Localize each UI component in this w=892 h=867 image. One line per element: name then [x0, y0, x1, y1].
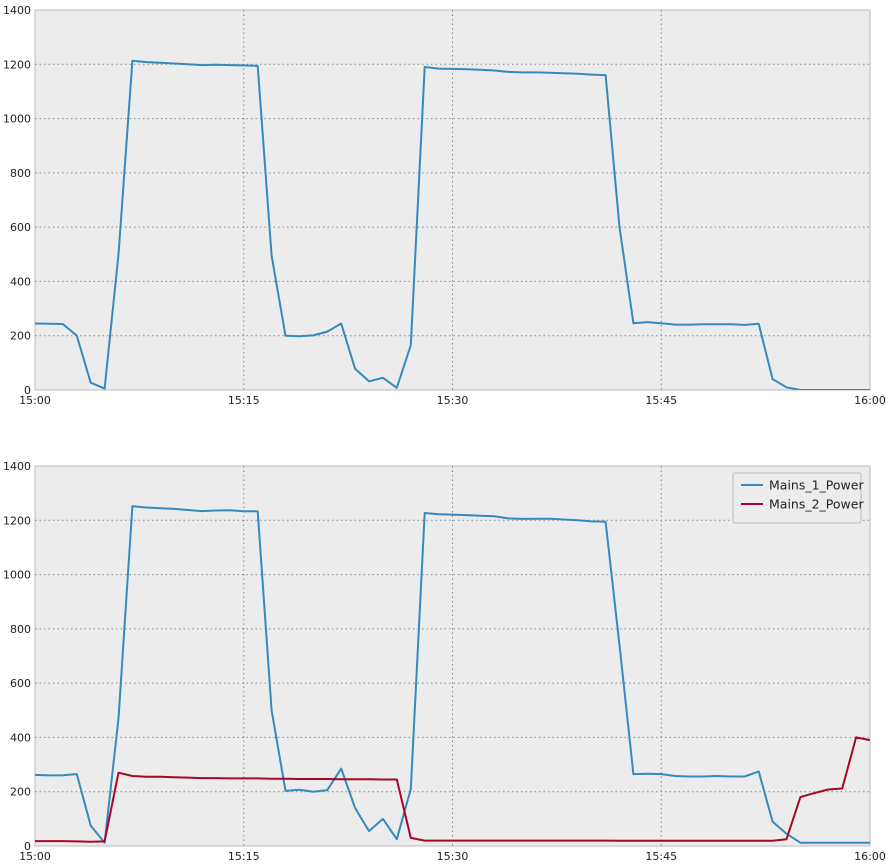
series-line-mains-1-power: [35, 505, 870, 844]
x-tick-label: 15:45: [645, 394, 677, 407]
y-tick-label: 1200: [3, 58, 31, 71]
chart-panel-2: 0 200 400 600 800 1000 1200 1400 15:00 15:15 15:30…: [3, 460, 886, 863]
x-tick-label: 15:00: [19, 850, 51, 863]
series-line-mains-1-power: [35, 59, 870, 390]
x-tick-label: 15:30: [437, 394, 469, 407]
legend-entry: Mains_1_Power: [769, 478, 864, 493]
y-tick-label: 1000: [3, 113, 31, 126]
legend-box: [732, 472, 862, 524]
y-tick-label: 400: [10, 275, 31, 288]
x-tick-label: 15:15: [228, 850, 260, 863]
y-tick-label: 0: [24, 840, 31, 853]
y-tick-label: 1000: [3, 569, 31, 582]
x-tick-label: 15:00: [19, 394, 51, 407]
x-tick-label: 15:45: [645, 850, 677, 863]
legend-entry: Mains_2_Power: [769, 497, 864, 512]
y-tick-label: 600: [10, 677, 31, 690]
y-tick-label: 400: [10, 731, 31, 744]
y-tick-label: 200: [10, 330, 31, 343]
series-line-mains-2-power: [35, 736, 870, 843]
chart-panel-1: 0 200 400 600 800 1000 1200 1400 15:00 15:15 15:30…: [3, 4, 886, 407]
y-tick-label: 600: [10, 221, 31, 234]
y-tick-label: 1400: [3, 460, 31, 473]
y-tick-label: 0: [24, 384, 31, 397]
y-tick-label: 800: [10, 167, 31, 180]
x-tick-label: 16:00: [854, 850, 886, 863]
x-tick-label: 16:00: [854, 394, 886, 407]
y-tick-label: 200: [10, 786, 31, 799]
x-tick-label: 15:30: [437, 850, 469, 863]
y-tick-label: 1200: [3, 514, 31, 527]
x-tick-label: 15:15: [228, 394, 260, 407]
y-tick-label: 800: [10, 623, 31, 636]
y-tick-label: 1400: [3, 4, 31, 17]
legend: Mains_1_Power Mains_2_Power: [732, 472, 864, 524]
